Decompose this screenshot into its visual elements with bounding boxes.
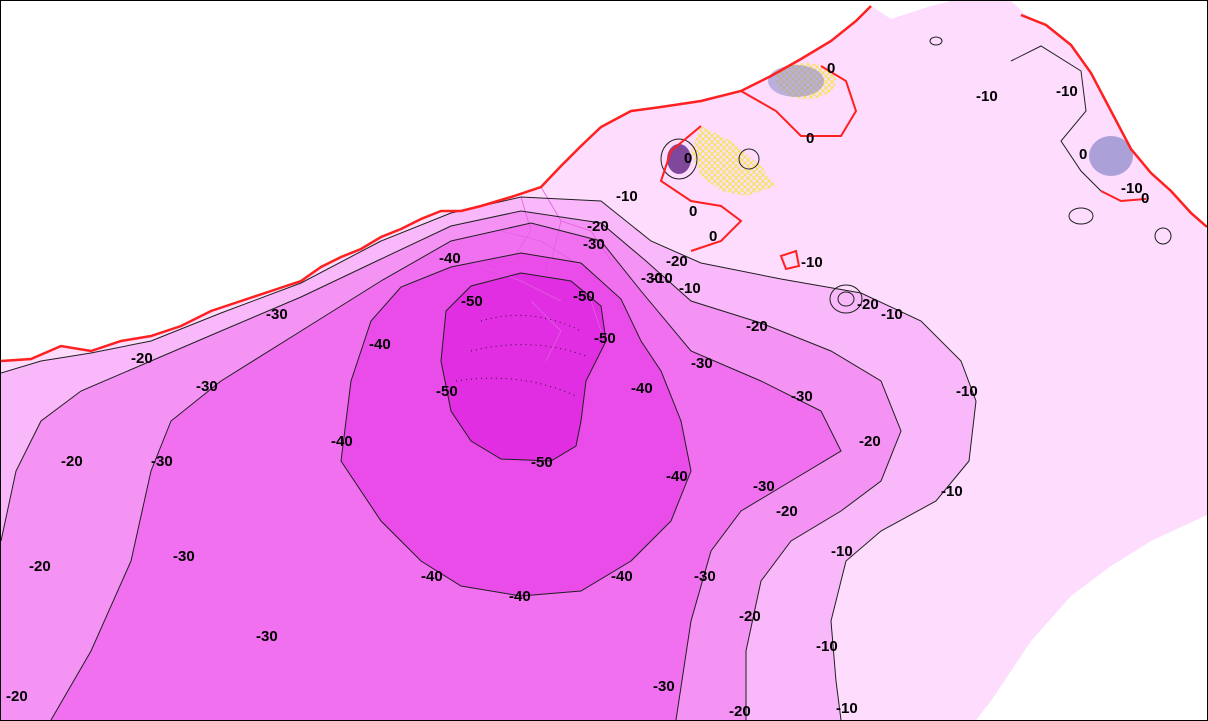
contour-label-minus10: -10: [1056, 83, 1078, 100]
contour-label-minus40: -40: [421, 568, 443, 585]
contour-label-minus30: -30: [691, 355, 713, 372]
contour-label-minus30: -30: [753, 478, 775, 495]
contour-label-minus20: -20: [131, 350, 153, 367]
contour-label-minus20: -20: [29, 558, 51, 575]
contour-label-minus50: -50: [573, 288, 595, 305]
contour-label-minus10: -10: [679, 280, 701, 297]
dotted-contours: [455, 314, 587, 397]
contour-label-minus10: -10: [616, 188, 638, 205]
contour-label-minus30: -30: [266, 306, 288, 323]
zero-contour-east: [1020, 13, 1207, 228]
contour-label-minus10: -10: [801, 254, 823, 271]
contour-label-minus10: -10: [816, 638, 838, 655]
contour-label-minus40: -40: [631, 380, 653, 397]
contour-label-minus10: -10: [836, 700, 858, 717]
contour-label-0: 0: [684, 150, 692, 167]
contour-label-minus20: -20: [587, 218, 609, 235]
negative-anomaly-center: [667, 144, 691, 174]
contour-label-minus20: -20: [61, 453, 83, 470]
contour-label-minus20: -20: [776, 503, 798, 520]
contour-label-minus40: -40: [611, 568, 633, 585]
contour-label-0: 0: [806, 130, 814, 147]
contour-label-minus10: -10: [881, 306, 903, 323]
contour-label-minus10: -10: [1121, 180, 1143, 197]
contour-label-minus30: -30: [151, 453, 173, 470]
contour-lines: [1, 36, 1172, 720]
zero-contour-coast: [1, 5, 872, 363]
band-below-minus50: [441, 273, 606, 461]
contour-label-minus30: -30: [653, 678, 675, 695]
contour-label-0: 0: [709, 228, 717, 245]
contour-label-minus40: -40: [509, 588, 531, 605]
contour-label-minus30: -30: [791, 388, 813, 405]
contour-label-minus40: -40: [331, 433, 353, 450]
contour-label-minus10: -10: [976, 88, 998, 105]
negative-anomaly-east: [1089, 136, 1133, 176]
negative-anomaly-north: [768, 65, 824, 97]
contour-label-minus30: -30: [583, 236, 605, 253]
contour-label-minus40: -40: [439, 250, 461, 267]
contour-label-0: 0: [827, 60, 835, 77]
contour-label-minus50: -50: [461, 293, 483, 310]
contour-label-minus30: -30: [173, 548, 195, 565]
contour-label-minus30: -30: [694, 568, 716, 585]
contour-label-minus20: -20: [857, 296, 879, 313]
contour-label-minus40: -40: [369, 336, 391, 353]
contour-label-minus20: -20: [739, 608, 761, 625]
positive-anomaly-area: [691, 126, 776, 196]
contour-label-minus10: -10: [941, 483, 963, 500]
contour-label-minus20: -20: [6, 688, 28, 705]
contour-label-minus50: -50: [531, 454, 553, 471]
province-boundaries: [470, 186, 612, 362]
contour-label-minus10: -10: [956, 383, 978, 400]
contour-label-minus10: -10: [651, 270, 673, 287]
contour-label-0: 0: [1079, 146, 1087, 163]
contour-label-minus20: -20: [859, 433, 881, 450]
zero-contour-inner: [659, 65, 1147, 271]
contour-label-0: 0: [1141, 190, 1149, 207]
contour-label-minus10: -10: [831, 543, 853, 560]
contour-label-minus30: -30: [196, 378, 218, 395]
contour-label-minus40: -40: [666, 468, 688, 485]
contour-label-minus20: -20: [729, 703, 751, 720]
contour-label-minus20: -20: [666, 253, 688, 270]
contour-labels: 0 0 0 0 0 0 0 -10 -10 -10 -10 -10 -10 -1…: [6, 60, 1149, 720]
contour-label-minus30: -30: [256, 628, 278, 645]
contour-label-minus50: -50: [594, 330, 616, 347]
contour-label-minus20: -20: [746, 318, 768, 335]
contour-label-0: 0: [689, 203, 697, 220]
contour-label-minus50: -50: [436, 383, 458, 400]
contour-label-minus30: -30: [641, 270, 663, 287]
